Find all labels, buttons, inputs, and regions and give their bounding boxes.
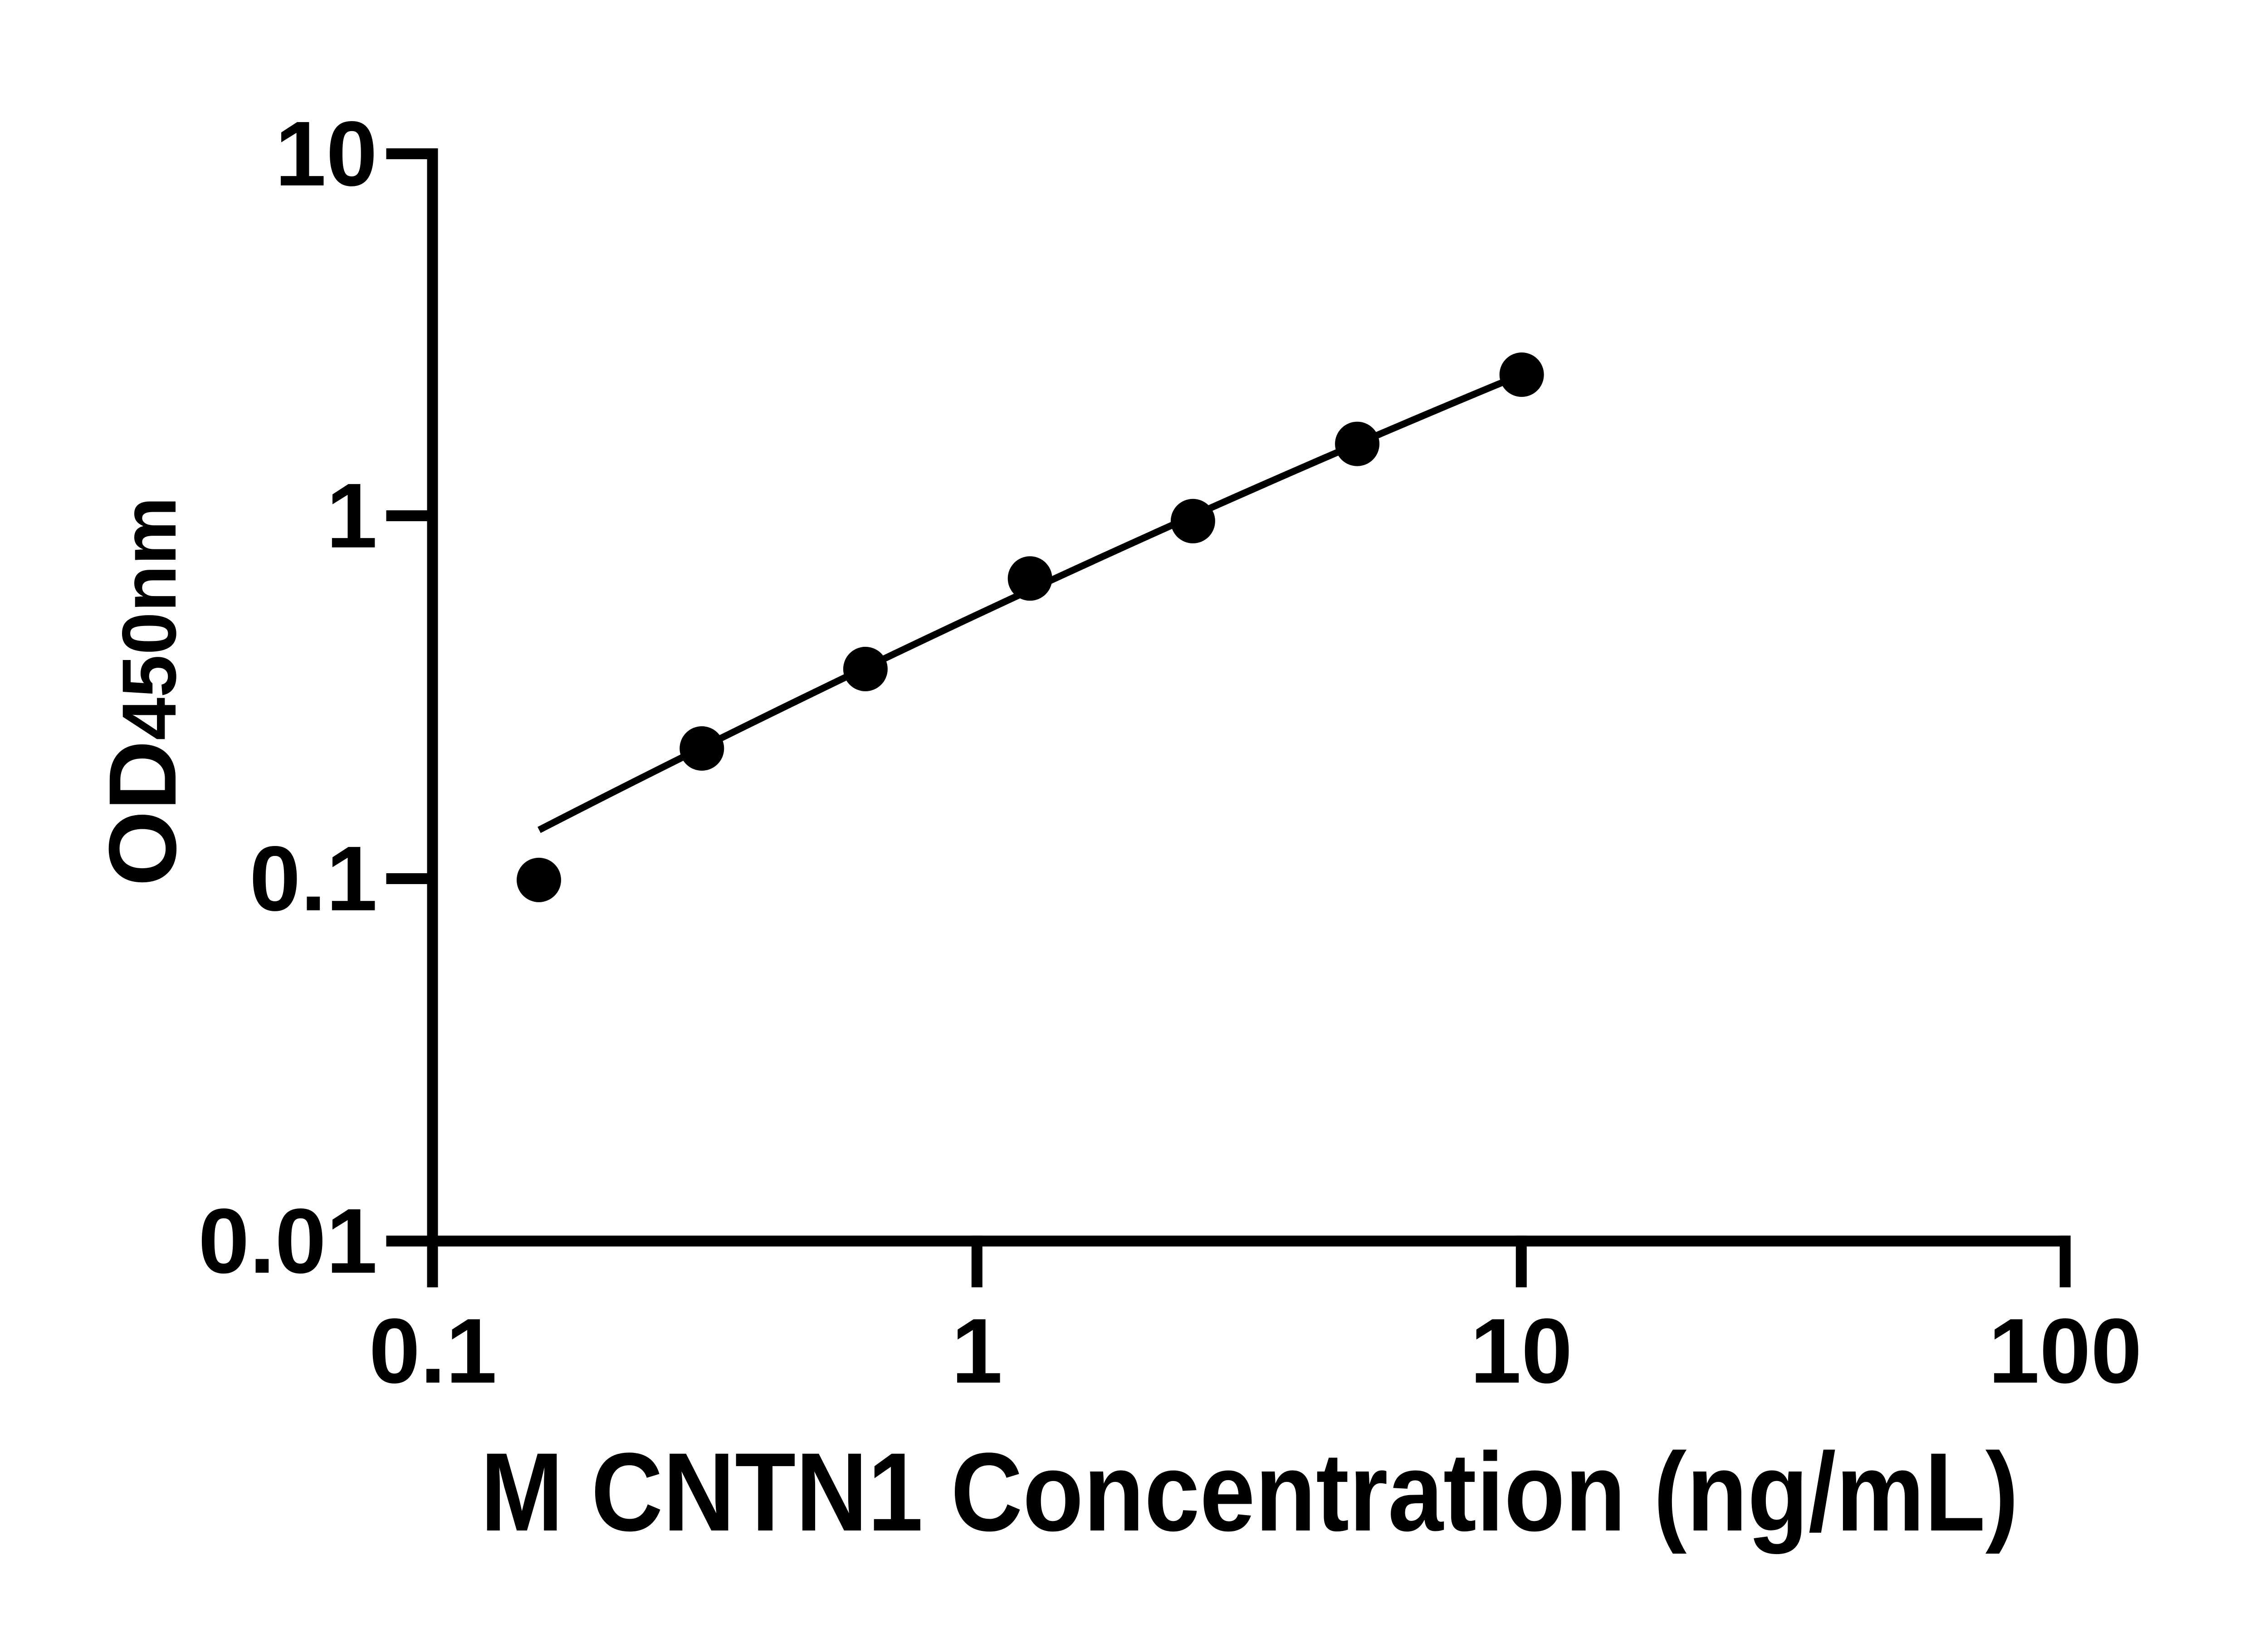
svg-text:1: 1 [326, 464, 377, 567]
svg-text:0.1: 0.1 [369, 1300, 497, 1403]
svg-text:OD450nm: OD450nm [89, 497, 196, 886]
svg-text:M CNTN1 Concentration (ng/mL): M CNTN1 Concentration (ng/mL) [480, 1430, 2019, 1555]
svg-text:0.1: 0.1 [249, 827, 377, 930]
svg-text:0.01: 0.01 [198, 1190, 377, 1293]
svg-text:10: 10 [1470, 1300, 1573, 1403]
svg-text:100: 100 [1988, 1300, 2142, 1403]
svg-text:10: 10 [275, 103, 377, 205]
svg-text:1: 1 [951, 1300, 1002, 1403]
